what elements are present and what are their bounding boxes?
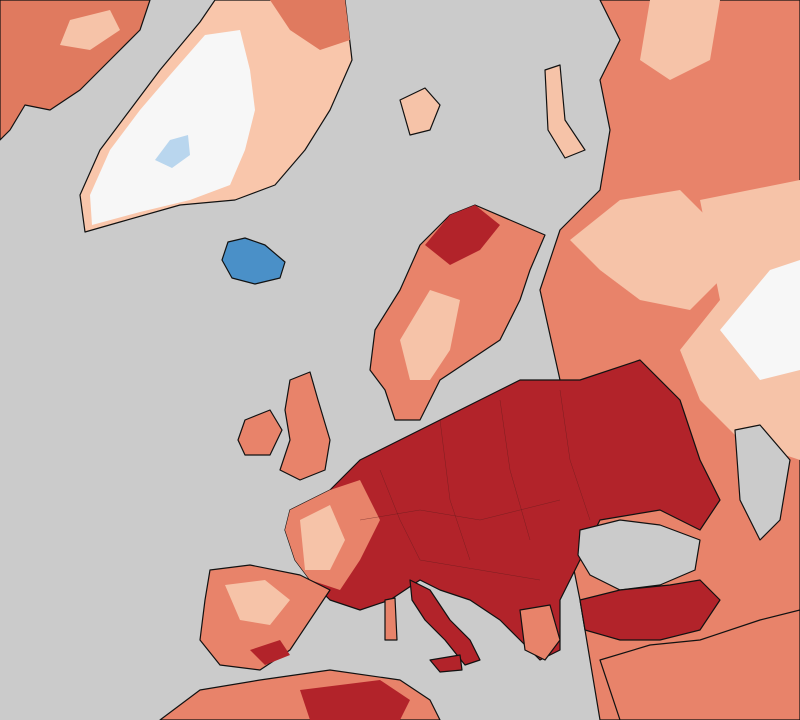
iberia-pale [225, 580, 290, 625]
lapland [425, 205, 500, 265]
arctic-canada-pale [60, 10, 120, 50]
turkey [579, 579, 721, 641]
iceland [221, 237, 286, 285]
greenland-warm [270, 0, 350, 50]
novaya-zemlya [544, 64, 586, 159]
sardinia [384, 597, 398, 641]
borders [359, 389, 591, 581]
europe [284, 359, 721, 661]
greece [519, 604, 561, 661]
great-britain [279, 371, 331, 481]
africa-hot [300, 680, 410, 720]
russia-neutral [720, 260, 800, 380]
middle-east [599, 609, 800, 720]
greenland-cold [155, 135, 190, 168]
iberia-hot [250, 640, 290, 665]
ireland [237, 409, 283, 456]
greenland-ice [90, 30, 255, 225]
black-sea [577, 519, 701, 591]
france-pale [300, 505, 345, 570]
russia-pale-north [640, 0, 720, 80]
sicily [429, 654, 463, 673]
sweden-pale [400, 290, 460, 380]
caspian-sea [734, 424, 791, 541]
italy [409, 579, 481, 666]
svalbard [399, 87, 441, 136]
russia-pale-west [570, 190, 720, 310]
